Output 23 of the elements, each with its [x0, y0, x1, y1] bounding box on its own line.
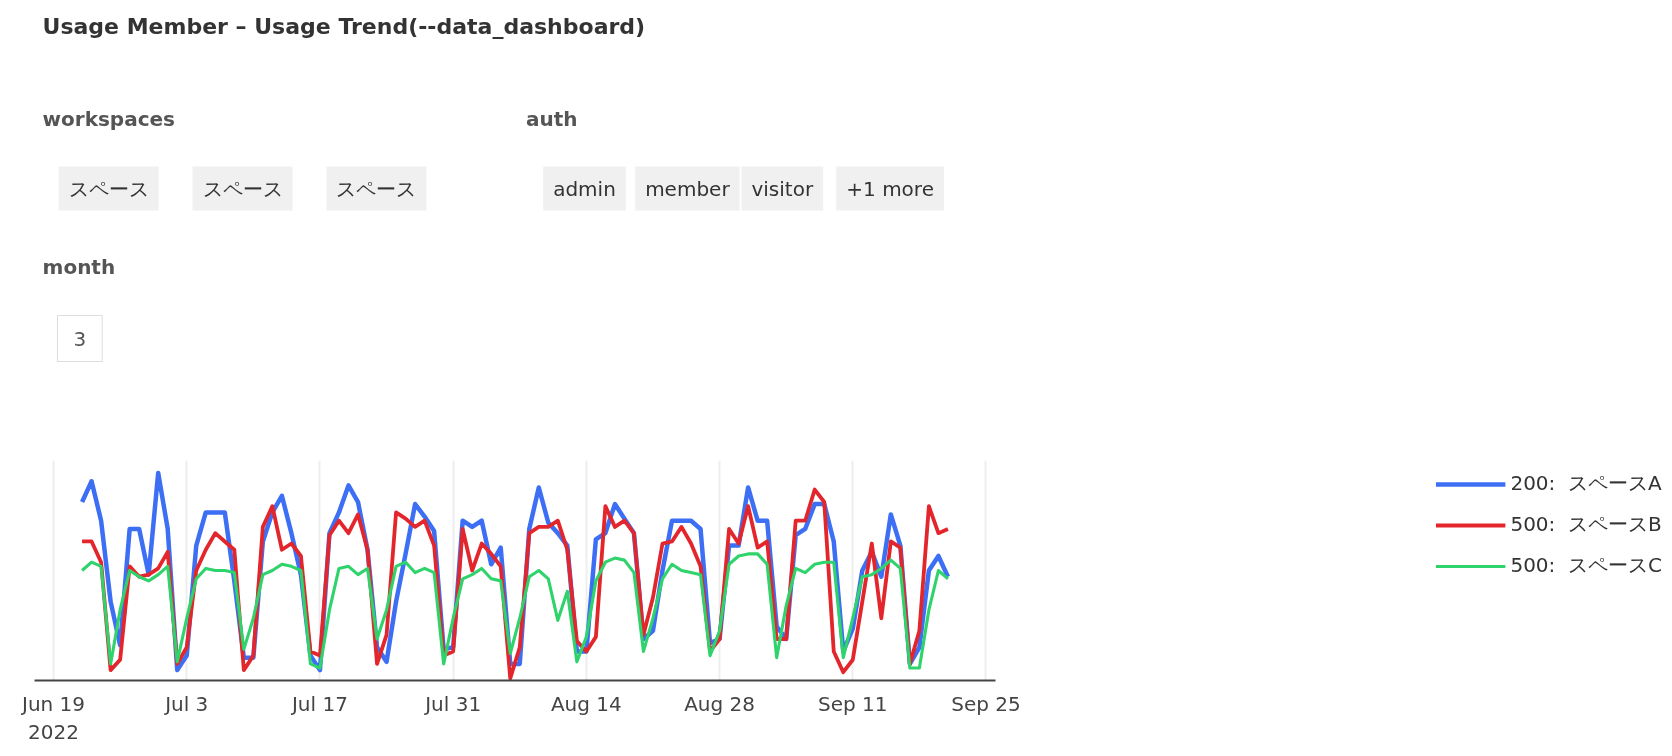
text: visitor [751, 176, 814, 201]
text: member [645, 176, 731, 201]
x-tick-label: Jul 3 [163, 691, 209, 716]
legend-label: 500: スペースB [1510, 511, 1662, 538]
text: +1 more [846, 176, 934, 201]
x-tick-label: Jul 31 [423, 691, 482, 716]
x-tick-label: Jul 17 [289, 691, 348, 716]
text: スペース [336, 176, 417, 201]
text: auth [525, 106, 578, 131]
x-tick-label: Aug 28 [684, 691, 755, 716]
text: month [42, 254, 116, 279]
legend-label: 500: スペースC [1510, 552, 1662, 579]
x-tick-label: Jun 19 2022 [20, 691, 86, 745]
text: スペース [202, 176, 283, 201]
text: 3 [73, 326, 87, 351]
x-tick-label: Sep 25 [951, 691, 1021, 716]
legend-label: 200: スペースA [1510, 470, 1662, 497]
text: admin [553, 176, 616, 201]
x-tick-label: Sep 11 [818, 691, 888, 716]
text: スペース [68, 176, 149, 201]
text: workspaces [42, 106, 175, 131]
text: Usage Member – Usage Trend(--data_dashboard) [42, 14, 646, 39]
x-tick-label: Aug 14 [550, 691, 622, 716]
